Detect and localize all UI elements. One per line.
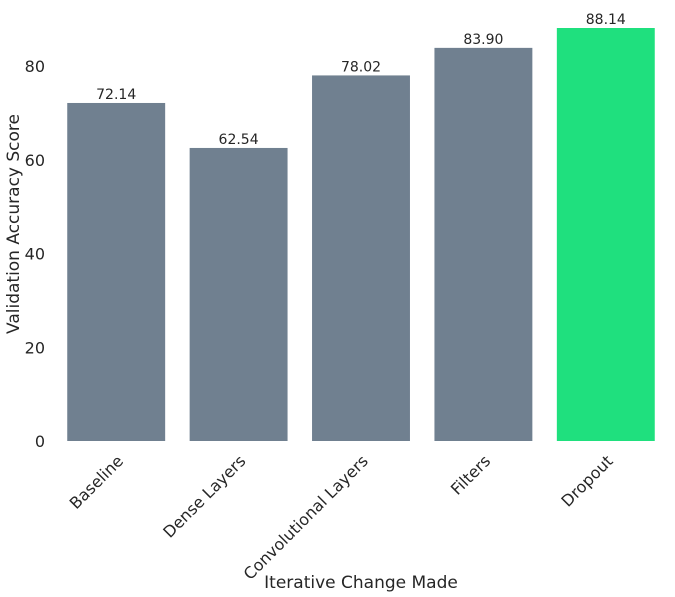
x-tick-label: Convolutional Layers xyxy=(240,451,372,583)
bar xyxy=(556,28,655,441)
y-axis-title: Validation Accuracy Score xyxy=(4,114,24,334)
bar xyxy=(67,102,166,442)
y-tick-label: 20 xyxy=(25,338,45,357)
bar-value-label: 72.14 xyxy=(96,87,136,103)
bar-value-label: 78.02 xyxy=(341,59,381,75)
x-tick-label: Baseline xyxy=(66,451,127,512)
value-labels-group: 72.14 62.54 78.02 83.90 88.14 xyxy=(96,12,626,148)
bar xyxy=(434,47,533,441)
y-tick-label: 40 xyxy=(25,245,45,264)
x-tick-label: Dense Layers xyxy=(159,451,249,541)
y-tick-label: 60 xyxy=(25,151,45,170)
y-tick-label: 0 xyxy=(35,432,45,451)
bar-value-label: 62.54 xyxy=(219,132,259,148)
bars-group xyxy=(67,28,655,442)
bar-value-label: 83.90 xyxy=(463,32,503,48)
x-tick-label: Filters xyxy=(447,451,494,498)
y-axis: 0 20 40 60 80 xyxy=(25,57,45,451)
y-tick-label: 80 xyxy=(25,57,45,76)
bar xyxy=(189,147,288,441)
x-axis-title: Iterative Change Made xyxy=(264,573,458,593)
bar-value-label: 88.14 xyxy=(586,12,626,28)
bar xyxy=(312,75,410,442)
x-tick-label: Dropout xyxy=(557,451,616,510)
